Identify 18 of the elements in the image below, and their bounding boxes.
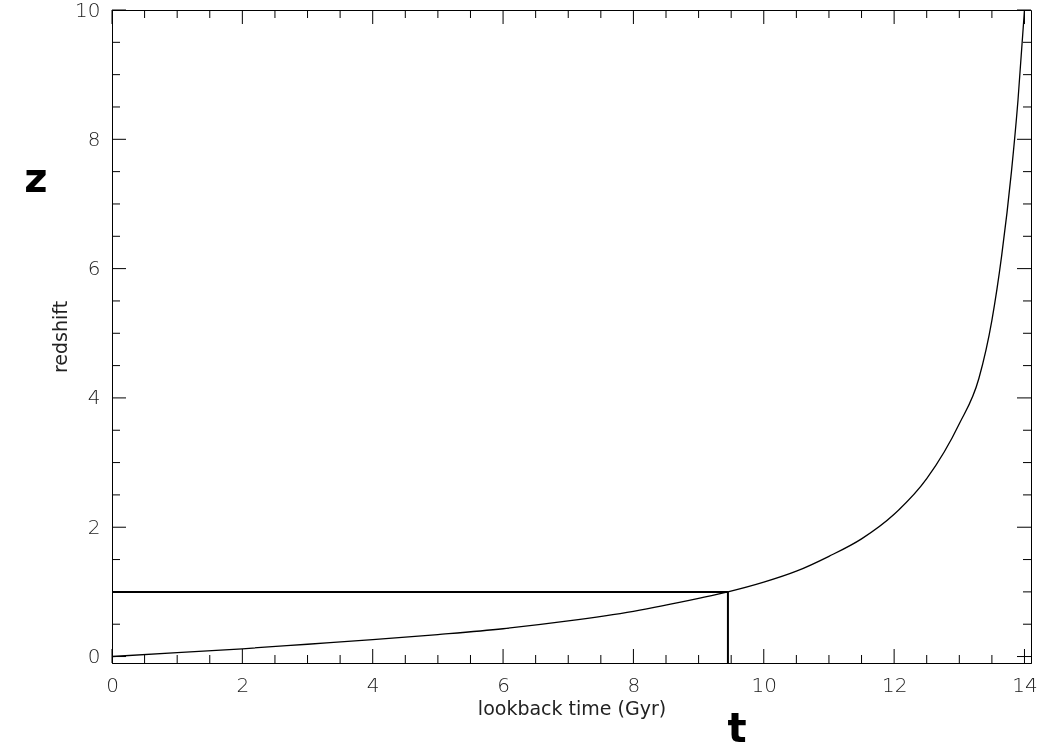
x-tick-label: 12 — [881, 672, 908, 697]
x-tick-label: 8 — [627, 672, 641, 697]
x-tick-label: 14 — [1012, 672, 1038, 697]
text: z — [24, 155, 48, 201]
y-tick-label: 2 — [87, 514, 101, 539]
y-tick-label: 0 — [87, 644, 101, 669]
x-tick-label: 6 — [497, 672, 510, 697]
x-tick-label: 2 — [236, 672, 250, 697]
x-tick-label: 0 — [106, 672, 119, 697]
x-tick-label: 10 — [751, 672, 777, 697]
x-axis-title: lookback time (Gyr) — [477, 696, 667, 719]
y-tick-label: 4 — [87, 385, 101, 410]
y-axis-title: redshift — [49, 300, 72, 374]
y-tick-label: 8 — [87, 126, 101, 151]
x-tick-label: 4 — [366, 672, 380, 697]
text: t — [727, 705, 747, 749]
y-tick-label: 6 — [87, 256, 101, 281]
y-tick-label: 10 — [75, 0, 101, 22]
